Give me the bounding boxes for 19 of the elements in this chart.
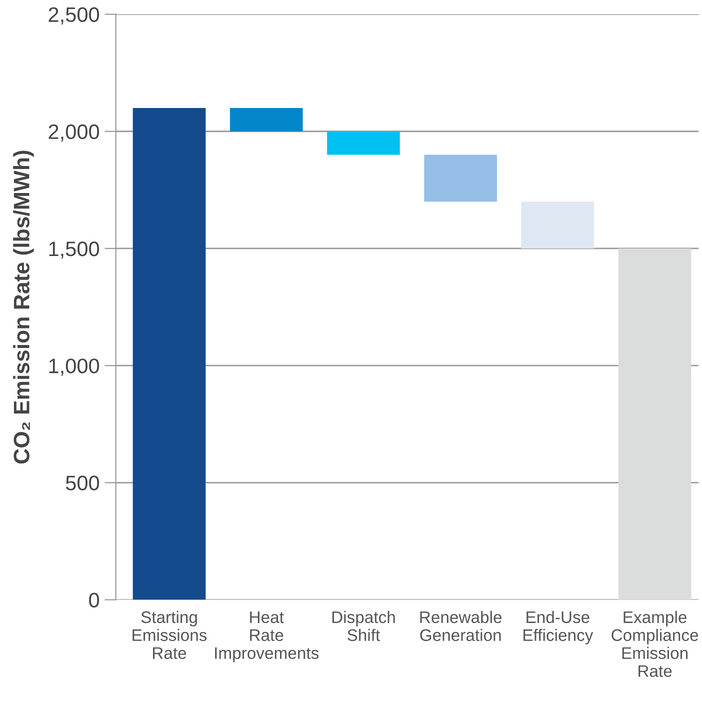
y-tick-label: 2,000	[48, 124, 100, 142]
y-tick-label: 2,500	[48, 7, 100, 24]
y-tick-label: 500	[66, 476, 100, 490]
x-tick-label: End-Use Efficiency	[524, 610, 594, 644]
x-tick-label: Example Compliance Emission Rate	[612, 610, 698, 677]
y-axis-title: CO₂ Emission Rate (lbs/MWh)	[13, 150, 34, 464]
y-tick-label: 1,000	[49, 358, 100, 376]
x-tick-label: Starting Emissions Rate	[132, 610, 207, 660]
y-tick-label: 1,500	[49, 241, 100, 259]
bar	[521, 202, 594, 248]
bar	[327, 131, 400, 155]
bar	[230, 108, 303, 132]
y-tick-label: 0	[89, 592, 100, 608]
x-tick-label: Dispatch Shift	[332, 610, 395, 642]
bar	[618, 248, 692, 600]
bar	[132, 108, 206, 600]
x-tick-label: Heat Rate Improvements	[215, 611, 319, 662]
x-tick-label: Renewable Generation	[420, 610, 502, 642]
bar	[424, 154, 497, 202]
